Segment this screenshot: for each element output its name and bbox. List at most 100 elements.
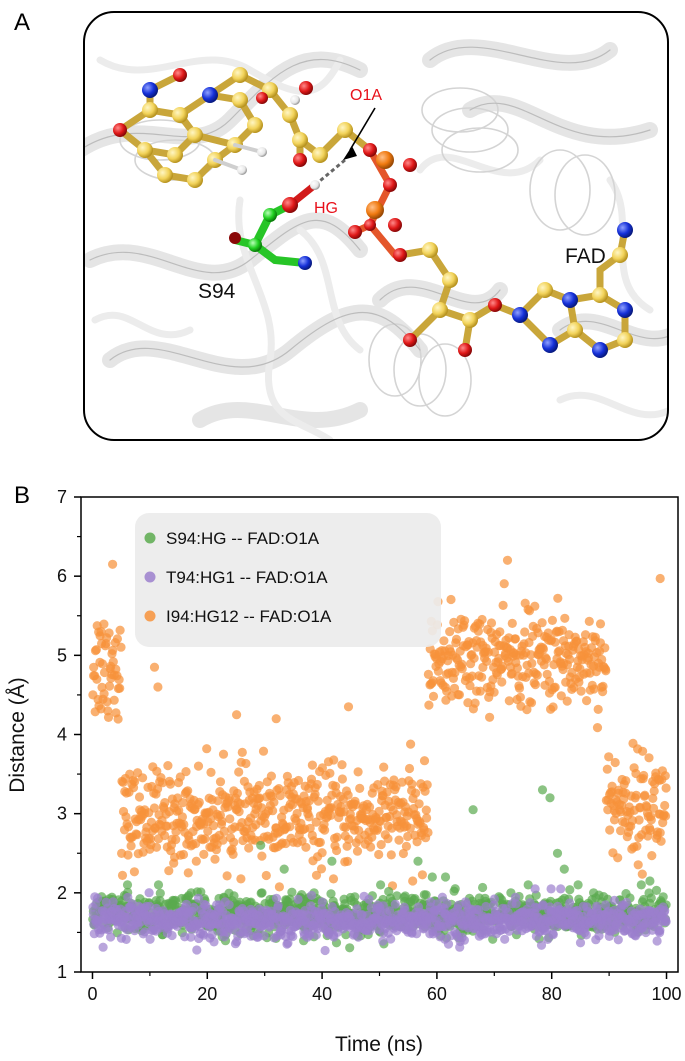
data-point — [413, 856, 423, 866]
data-point — [153, 784, 163, 794]
data-point — [285, 822, 295, 832]
data-point — [647, 851, 657, 861]
data-point — [398, 848, 408, 859]
data-point — [255, 793, 265, 803]
y-tick-label: 7 — [57, 487, 67, 507]
data-point — [467, 671, 477, 681]
data-point — [316, 864, 327, 874]
data-point — [116, 642, 126, 652]
data-point — [126, 841, 136, 851]
data-point — [257, 888, 267, 898]
y-tick-label: 1 — [57, 962, 67, 982]
x-tick-label: 0 — [87, 984, 97, 1004]
data-point — [526, 650, 536, 660]
data-point — [427, 872, 437, 882]
data-point — [218, 749, 229, 759]
data-point — [597, 654, 607, 665]
data-point — [164, 866, 174, 876]
legend-label: I94:HG12 -- FAD:O1A — [166, 607, 332, 626]
data-point — [543, 628, 553, 638]
data-point — [419, 756, 430, 766]
data-point — [244, 843, 254, 853]
data-point — [229, 837, 239, 847]
data-point — [532, 670, 542, 680]
data-point — [548, 930, 558, 940]
data-point — [228, 849, 238, 860]
data-point — [412, 837, 422, 847]
data-point — [594, 931, 604, 941]
data-point — [559, 864, 569, 874]
data-point — [273, 901, 283, 911]
data-point — [194, 797, 204, 808]
data-point — [112, 634, 122, 644]
y-tick-label: 3 — [57, 804, 67, 824]
data-point — [422, 813, 432, 823]
data-point — [108, 559, 118, 569]
data-point — [167, 930, 177, 941]
legend: S94:HG -- FAD:O1A T94:HG1 -- FAD:O1A I94:H… — [135, 513, 441, 647]
data-point — [117, 870, 128, 881]
data-point — [268, 806, 278, 816]
data-point — [99, 619, 109, 629]
data-point — [210, 854, 220, 864]
data-point — [651, 885, 662, 896]
data-point — [548, 702, 558, 712]
data-point — [215, 777, 226, 787]
data-point — [541, 654, 552, 664]
data-point — [258, 746, 269, 756]
label-o1a: O1A — [350, 87, 382, 104]
data-point — [560, 613, 570, 623]
data-point — [469, 653, 479, 663]
data-point — [544, 676, 555, 687]
data-point — [477, 614, 487, 625]
y-tick-label: 6 — [57, 566, 67, 586]
data-point — [271, 714, 281, 724]
data-point — [556, 884, 566, 894]
data-point — [160, 798, 170, 808]
data-point — [329, 755, 339, 765]
data-point — [546, 884, 556, 894]
data-point — [573, 880, 583, 890]
data-point — [331, 781, 341, 791]
data-point — [477, 672, 487, 682]
data-point — [237, 747, 247, 758]
data-point — [580, 630, 591, 640]
scatter-points — [88, 555, 671, 956]
data-point — [109, 695, 119, 705]
data-point — [373, 780, 383, 790]
data-point — [378, 936, 388, 946]
data-point — [422, 780, 432, 790]
data-point — [114, 675, 124, 685]
data-point — [134, 792, 145, 802]
data-point — [305, 823, 315, 833]
data-point — [191, 856, 201, 866]
data-point — [530, 884, 540, 894]
data-point — [313, 796, 323, 806]
x-tick-label: 100 — [651, 984, 681, 1004]
data-point — [453, 900, 464, 910]
data-point — [149, 803, 159, 813]
data-point — [605, 825, 615, 835]
data-point — [621, 776, 631, 786]
data-point — [353, 767, 363, 777]
data-point — [601, 666, 611, 676]
data-point — [181, 767, 191, 777]
data-point — [454, 690, 464, 700]
data-point — [507, 618, 517, 629]
data-point — [457, 664, 467, 674]
data-point — [655, 925, 665, 935]
data-point — [193, 761, 204, 771]
data-point — [320, 945, 330, 956]
data-point — [661, 917, 671, 927]
data-point — [404, 763, 415, 774]
data-point — [632, 841, 642, 851]
data-point — [446, 594, 456, 605]
data-point — [332, 832, 342, 842]
data-point — [320, 825, 330, 835]
data-point — [317, 848, 327, 858]
data-point — [648, 793, 658, 804]
data-point — [202, 744, 212, 754]
data-point — [465, 681, 475, 691]
data-point — [275, 791, 285, 801]
data-point — [609, 895, 620, 906]
